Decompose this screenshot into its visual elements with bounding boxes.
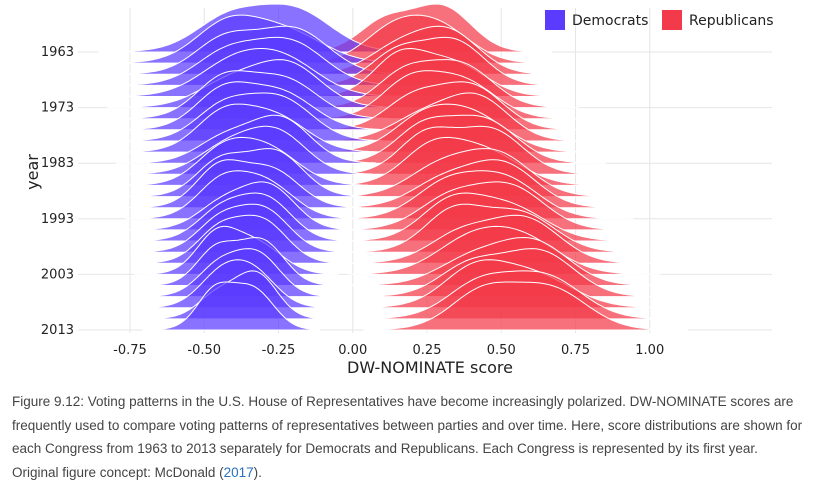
caption-text: Figure 9.12: Voting patterns in the U.S.… xyxy=(12,394,803,480)
legend-item: Republicans xyxy=(662,10,774,30)
y-tick-label: 1963 xyxy=(41,45,74,60)
legend-label: Democrats xyxy=(572,13,648,29)
y-tick-label: 2013 xyxy=(41,323,74,338)
legend-swatch xyxy=(662,10,682,30)
y-tick-label: 1983 xyxy=(41,156,74,171)
x-tick-label: -0.25 xyxy=(262,343,296,358)
legend-label: Republicans xyxy=(689,13,774,29)
caption-tail: ). xyxy=(253,464,262,480)
y-axis-ticks: 1963 1973 1983 1993 2003 2013 xyxy=(41,45,74,338)
y-tick-label: 1993 xyxy=(41,212,74,227)
x-tick-label: 0.00 xyxy=(338,343,367,358)
y-tick-label: 1973 xyxy=(41,101,74,116)
x-tick-label: 0.75 xyxy=(561,343,590,358)
ridgeline-chart: -0.75 -0.50 -0.25 0.00 0.25 0.50 0.75 1.00 1963… xyxy=(23,3,774,377)
legend: Democrats Republicans xyxy=(545,10,774,30)
democrat-ridge xyxy=(142,281,320,331)
legend-swatch xyxy=(545,10,565,30)
x-tick-label: -0.75 xyxy=(113,343,147,358)
republican-ridge xyxy=(363,281,688,331)
x-axis-title: DW-NOMINATE score xyxy=(347,358,513,377)
x-tick-label: 0.50 xyxy=(487,343,516,358)
x-axis-ticks: -0.75 -0.50 -0.25 0.00 0.25 0.50 0.75 1.00 xyxy=(113,343,664,358)
x-tick-label: 1.00 xyxy=(635,343,664,358)
y-axis-title: year xyxy=(23,154,42,190)
chart-svg: -0.75 -0.50 -0.25 0.00 0.25 0.50 0.75 1.00 1963… xyxy=(23,3,774,377)
y-tick-label: 2003 xyxy=(41,267,74,282)
x-tick-label: -0.50 xyxy=(187,343,221,358)
x-tick-label: 0.25 xyxy=(413,343,442,358)
figure-caption: Figure 9.12: Voting patterns in the U.S.… xyxy=(12,390,804,484)
ridges xyxy=(98,3,688,331)
citation-link[interactable]: 2017 xyxy=(223,464,254,480)
ridge-row xyxy=(142,281,688,331)
legend-item: Democrats xyxy=(545,10,648,30)
